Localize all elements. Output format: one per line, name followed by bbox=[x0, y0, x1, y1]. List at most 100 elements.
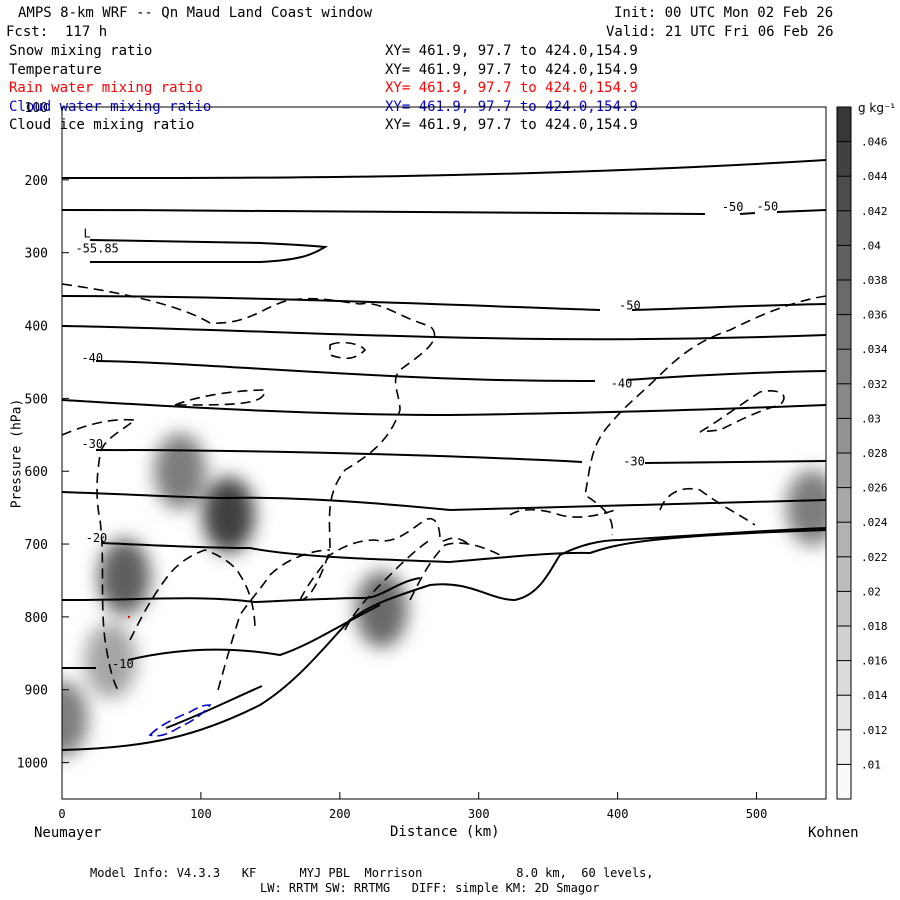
isotherm-line bbox=[62, 491, 826, 512]
contour-label: -50 bbox=[757, 199, 779, 213]
colorbar-tick-label: .02 bbox=[861, 585, 881, 598]
ice-contour bbox=[217, 549, 331, 691]
snow-blob bbox=[62, 680, 88, 757]
colorbar-segment bbox=[837, 383, 851, 419]
ice-contour bbox=[659, 488, 756, 526]
contour-label: -20 bbox=[86, 531, 108, 545]
field-coordinates: XY= 461.9, 97.7 to 424.0,154.9 bbox=[385, 43, 638, 59]
y-tick-label: 600 bbox=[25, 465, 48, 480]
field-name: Rain water mixing ratio bbox=[9, 80, 203, 96]
colorbar-tick-label: .036 bbox=[861, 309, 888, 322]
isotherm-line bbox=[62, 399, 826, 417]
ice-contour bbox=[699, 390, 785, 433]
colorbar-tick-label: .012 bbox=[861, 724, 888, 737]
contour-label: -50 bbox=[722, 200, 744, 214]
y-tick-label: 100 bbox=[25, 101, 48, 116]
colorbar-segment bbox=[837, 176, 851, 212]
colorbar-segment bbox=[837, 729, 851, 765]
low-center-contour bbox=[89, 239, 329, 263]
rain-water-dot bbox=[127, 615, 131, 619]
physics-info: LW: RRTM SW: RRTMG DIFF: simple KM: 2D S… bbox=[260, 881, 600, 895]
colorbar-segment bbox=[837, 556, 851, 592]
ice-contour bbox=[584, 295, 826, 536]
colorbar-tick-label: .01 bbox=[861, 758, 881, 771]
colorbar-tick-label: .024 bbox=[861, 516, 888, 529]
colorbar-segment bbox=[837, 764, 851, 800]
cloud-ice-contours bbox=[62, 283, 826, 691]
isotherm-line bbox=[95, 449, 826, 464]
model-title: AMPS 8-km WRF -- Qn Maud Land Coast wind… bbox=[18, 5, 373, 21]
pressure-axis: 100 200 300 400 500 600 700 800 900 1000 bbox=[17, 101, 69, 772]
colorbar-segment bbox=[837, 695, 851, 731]
isotherm-line bbox=[62, 604, 381, 669]
isotherm-line bbox=[62, 209, 826, 216]
colorbar-tick-label: .04 bbox=[861, 239, 881, 252]
isotherm-line bbox=[95, 360, 826, 383]
x-axis-title: Distance (km) bbox=[390, 824, 500, 840]
colorbar-segment bbox=[837, 591, 851, 627]
isotherm-line bbox=[101, 529, 826, 564]
forecast-hour: Fcst: 117 h bbox=[6, 24, 108, 40]
y-tick-label: 1000 bbox=[17, 757, 48, 772]
distance-axis: 0 100 200 300 400 500 bbox=[58, 792, 767, 821]
ice-contour bbox=[509, 508, 616, 518]
ice-contour bbox=[62, 418, 138, 691]
colorbar-segment bbox=[837, 487, 851, 523]
colorbar-tick-label: .03 bbox=[861, 412, 881, 425]
isotherm-line bbox=[62, 159, 826, 180]
colorbar-tick-label: .046 bbox=[861, 136, 888, 149]
start-station-label: Neumayer bbox=[34, 825, 102, 841]
colorbar-tick-label: .042 bbox=[861, 205, 888, 218]
colorbar-segment bbox=[837, 245, 851, 281]
ice-contour bbox=[344, 539, 431, 631]
contour-label: -10 bbox=[112, 657, 134, 671]
field-name: Temperature bbox=[9, 61, 102, 78]
low-center-value: -55.85 bbox=[75, 242, 118, 256]
plot-frame bbox=[61, 106, 827, 800]
contour-label: -40 bbox=[611, 376, 633, 390]
ice-contour bbox=[62, 283, 436, 601]
snow-blob bbox=[355, 571, 408, 648]
colorbar-tick-label: .022 bbox=[861, 551, 888, 564]
colorbar-tick-label: .034 bbox=[861, 343, 888, 356]
contour-label: -50 bbox=[619, 299, 641, 313]
x-tick-label: 100 bbox=[190, 807, 212, 821]
x-tick-label: 400 bbox=[607, 807, 629, 821]
y-tick-label: 500 bbox=[25, 392, 48, 407]
colorbar: .01 .012 .014 .016 .018 .02 .022 .024 .026 .028 .0… bbox=[836, 106, 888, 800]
snow-blob bbox=[154, 433, 207, 510]
y-tick-label: 800 bbox=[25, 611, 48, 626]
snow-blob bbox=[98, 538, 151, 615]
low-center-label: L bbox=[83, 227, 90, 241]
ice-contour bbox=[299, 518, 471, 601]
x-tick-label: 300 bbox=[468, 807, 490, 821]
isotherm-line bbox=[62, 295, 826, 311]
valid-time: Valid: 21 UTC Fri 06 Feb 26 bbox=[606, 24, 834, 40]
y-tick-label: 900 bbox=[25, 684, 48, 699]
contour-label: -30 bbox=[623, 454, 645, 468]
colorbar-segment bbox=[837, 453, 851, 489]
terrain-line bbox=[62, 527, 826, 751]
colorbar-segment bbox=[837, 349, 851, 385]
isotherm-line bbox=[62, 325, 826, 341]
ice-contour bbox=[174, 389, 266, 406]
y-tick-label: 400 bbox=[25, 320, 48, 335]
colorbar-tick-label: .016 bbox=[861, 655, 888, 668]
contour-label: -30 bbox=[81, 437, 103, 451]
snow-blob bbox=[786, 469, 826, 546]
colorbar-unit: g kg⁻¹ bbox=[858, 101, 896, 115]
ice-contour bbox=[409, 542, 501, 601]
y-axis-title: Pressure (hPa) bbox=[9, 398, 25, 509]
colorbar-tick-label: .032 bbox=[861, 378, 888, 391]
x-tick-label: 500 bbox=[746, 807, 768, 821]
end-station-label: Kohnen bbox=[808, 825, 859, 841]
x-tick-label: 0 bbox=[58, 807, 65, 821]
ice-contour bbox=[129, 549, 256, 641]
colorbar-segment bbox=[837, 210, 851, 246]
colorbar-tick-label: .014 bbox=[861, 689, 888, 702]
colorbar-segment bbox=[837, 314, 851, 350]
colorbar-segment bbox=[837, 522, 851, 558]
model-info: Model Info: V4.3.3 KF MYJ PBL Morrison 8… bbox=[90, 866, 654, 880]
